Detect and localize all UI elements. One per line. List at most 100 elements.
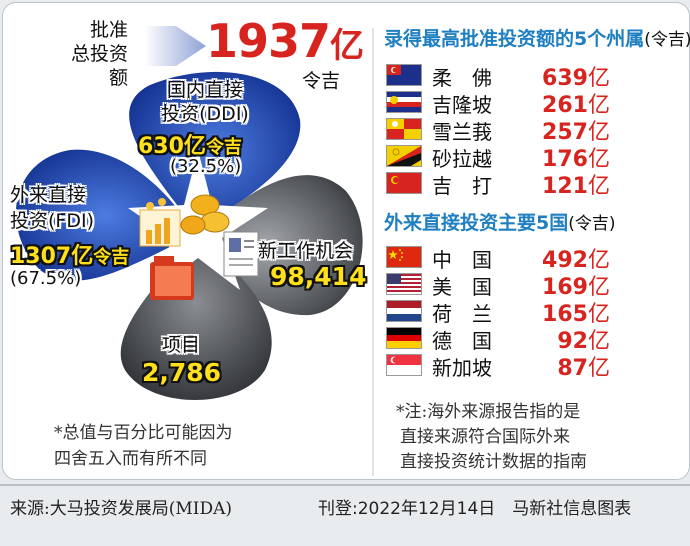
ranking-value-unit: 亿	[587, 66, 610, 91]
fdi-percent: (67.5%)	[10, 268, 82, 289]
ranking-row: 美 国 169亿	[386, 273, 610, 300]
ranking-row: 雪兰莪 257亿	[386, 118, 610, 145]
investment-fan-graphic	[16, 26, 363, 400]
states-title-text: 录得最高批准投资额的5个州属	[384, 28, 645, 50]
projects-title: 项目	[162, 334, 201, 356]
note-right-line2: 直接来源符合国际外来	[400, 427, 570, 447]
ranking-name: 雪兰莪	[432, 120, 492, 144]
ranking-name: 吉 打	[432, 174, 492, 198]
ranking-value: 176亿	[524, 141, 610, 173]
ranking-value-unit: 亿	[587, 356, 610, 381]
kuala-lumpur-flag-icon	[386, 91, 422, 113]
ranking-value-unit: 亿	[587, 147, 610, 172]
ranking-row: 荷 兰 165亿	[386, 300, 610, 327]
total-unit-ringgit: 令吉	[302, 70, 341, 92]
footer-published: 刊登:2022年12月14日 马新社信息图表	[318, 499, 632, 519]
ddi-title-line2: 投资(DDI)	[161, 103, 249, 125]
jobs-title: 新工作机会	[258, 240, 354, 262]
germany-flag-icon	[386, 327, 422, 349]
ranking-value-number: 92	[557, 329, 588, 354]
ranking-value-unit: 亿	[587, 329, 610, 354]
fdi-petal	[16, 149, 195, 281]
coins-icon	[180, 194, 230, 235]
usa-flag-icon	[386, 273, 422, 295]
fdi-title-line2: 投资(FDI)	[10, 210, 94, 232]
ddi-value: 630亿	[138, 134, 206, 159]
states-title-suffix: (令吉)	[644, 30, 690, 50]
ranking-name: 美 国	[432, 275, 492, 299]
ranking-value-number: 121	[542, 174, 588, 199]
arrow-icon	[144, 26, 206, 66]
singapore-flag-icon	[386, 354, 422, 376]
sarawak-flag-icon	[386, 145, 422, 167]
fdi-value: 1307亿	[10, 244, 94, 269]
ranking-name: 新加坡	[432, 356, 492, 380]
ranking-name: 德 国	[432, 329, 492, 353]
ranking-value-unit: 亿	[587, 93, 610, 118]
johor-flag-icon	[386, 64, 422, 86]
ranking-value-number: 165	[542, 302, 588, 327]
ranking-row: 吉 打 121亿	[386, 172, 610, 199]
ranking-value-number: 261	[542, 93, 588, 118]
ranking-row: 新加坡 87亿	[386, 354, 610, 381]
ranking-name: 中 国	[432, 248, 492, 272]
ranking-row: 砂拉越 176亿	[386, 145, 610, 172]
ranking-value: 639亿	[524, 60, 610, 92]
ddi-percent: (32.5%)	[170, 156, 242, 177]
ranking-row: 中 国 492亿	[386, 246, 610, 273]
ranking-row: 吉隆坡 261亿	[386, 91, 610, 118]
ranking-value-number: 176	[542, 147, 588, 172]
ranking-value: 169亿	[524, 269, 610, 301]
note-right-line1: *注:海外来源报告指的是	[396, 402, 581, 422]
ranking-value: 492亿	[524, 242, 610, 274]
ranking-value: 87亿	[524, 350, 610, 382]
column-divider	[372, 28, 374, 476]
countries-title-text: 外来直接投资主要5国	[384, 212, 569, 234]
ranking-row: 德 国 92亿	[386, 327, 610, 354]
ranking-name: 吉隆坡	[432, 93, 492, 117]
ranking-value-unit: 亿	[587, 248, 610, 273]
jobs-value: 98,414	[270, 262, 367, 291]
resume-icon	[223, 231, 259, 277]
footer-source: 来源:大马投资发展局(MIDA)	[10, 499, 233, 519]
growth-chart-icon	[139, 198, 181, 247]
netherlands-flag-icon	[386, 300, 422, 322]
ddi-unit: 令吉	[205, 137, 242, 158]
ranking-value: 261亿	[524, 87, 610, 119]
kedah-flag-icon	[386, 172, 422, 194]
ranking-name: 砂拉越	[432, 147, 492, 171]
note-left-line1: *总值与百分比可能因为	[54, 423, 233, 443]
total-value: 1937	[206, 14, 331, 68]
total-label-line1: 批准	[89, 19, 128, 41]
ranking-row: 柔 佛 639亿	[386, 64, 610, 91]
folder-icon	[150, 256, 194, 300]
china-flag-icon	[386, 246, 422, 268]
ranking-value: 92亿	[524, 323, 610, 355]
ranking-value-number: 492	[542, 248, 588, 273]
ranking-value-unit: 亿	[587, 302, 610, 327]
total-unit-yi: 亿	[330, 26, 365, 66]
projects-value: 2,786	[142, 358, 222, 387]
fdi-title-line1: 外来直接	[10, 184, 87, 206]
note-right-line3: 直接投资统计数据的指南	[400, 452, 587, 472]
ranking-value-unit: 亿	[587, 120, 610, 145]
ranking-value-unit: 亿	[587, 174, 610, 199]
ranking-name: 荷 兰	[432, 302, 492, 326]
ranking-value-unit: 亿	[587, 275, 610, 300]
states-section-title: 录得最高批准投资额的5个州属(令吉)	[384, 24, 690, 51]
ranking-value: 257亿	[524, 114, 610, 146]
ranking-value-number: 169	[542, 275, 588, 300]
countries-section-title: 外来直接投资主要5国(令吉)	[384, 208, 616, 235]
footer-divider	[0, 484, 690, 486]
note-left-line2: 四舍五入而有所不同	[54, 449, 207, 469]
ranking-value-number: 257	[542, 120, 588, 145]
ranking-value-number: 87	[557, 356, 588, 381]
total-label-line2: 总投资额	[70, 43, 128, 89]
ranking-value: 121亿	[524, 168, 610, 200]
countries-title-suffix: (令吉)	[568, 214, 616, 234]
ranking-value-number: 639	[542, 66, 588, 91]
ranking-name: 柔 佛	[432, 66, 492, 90]
ranking-value: 165亿	[524, 296, 610, 328]
ddi-title-line1: 国内直接	[166, 79, 243, 101]
